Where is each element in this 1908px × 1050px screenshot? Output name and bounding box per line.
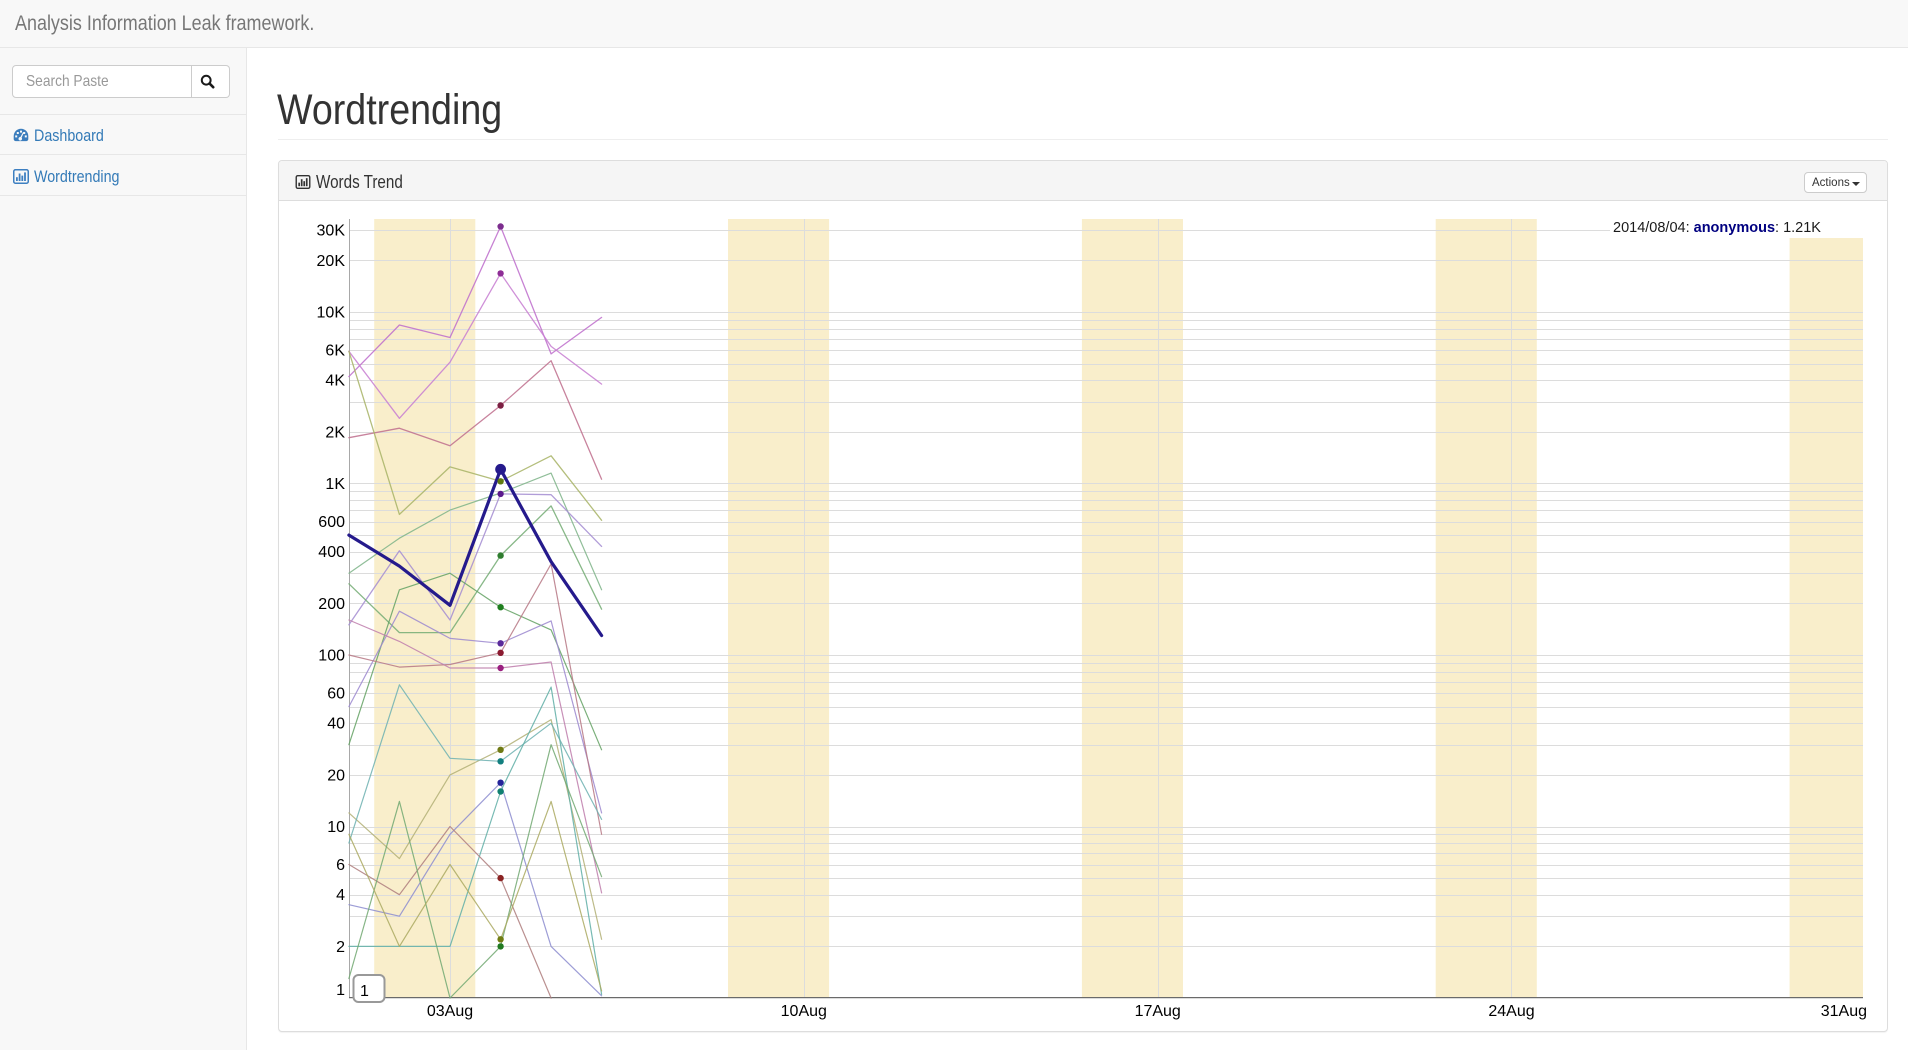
- svg-text:40: 40: [327, 716, 345, 733]
- svg-text:2014/08/04: anonymous: 1.21K: 2014/08/04: anonymous: 1.21K: [1613, 220, 1821, 236]
- svg-text:4K: 4K: [325, 373, 345, 390]
- svg-text:31Aug: 31Aug: [1821, 1003, 1867, 1020]
- svg-text:100: 100: [318, 648, 345, 665]
- svg-text:1K: 1K: [325, 476, 345, 493]
- svg-text:200: 200: [318, 596, 345, 613]
- svg-text:03Aug: 03Aug: [427, 1003, 473, 1020]
- svg-text:2: 2: [336, 939, 345, 956]
- svg-text:30K: 30K: [317, 223, 346, 240]
- svg-text:1: 1: [360, 983, 369, 1000]
- svg-text:20: 20: [327, 767, 345, 784]
- svg-text:6K: 6K: [325, 343, 345, 360]
- svg-text:4: 4: [336, 887, 345, 904]
- svg-text:2K: 2K: [325, 424, 345, 441]
- svg-text:1: 1: [336, 982, 345, 999]
- svg-text:10: 10: [327, 819, 345, 836]
- svg-text:10Aug: 10Aug: [781, 1003, 827, 1020]
- svg-text:600: 600: [318, 514, 345, 531]
- svg-text:60: 60: [327, 686, 345, 703]
- svg-text:6: 6: [336, 857, 345, 874]
- svg-text:17Aug: 17Aug: [1135, 1003, 1181, 1020]
- svg-text:20K: 20K: [317, 253, 346, 270]
- svg-text:400: 400: [318, 544, 345, 561]
- svg-text:24Aug: 24Aug: [1488, 1003, 1534, 1020]
- svg-text:10K: 10K: [317, 305, 346, 322]
